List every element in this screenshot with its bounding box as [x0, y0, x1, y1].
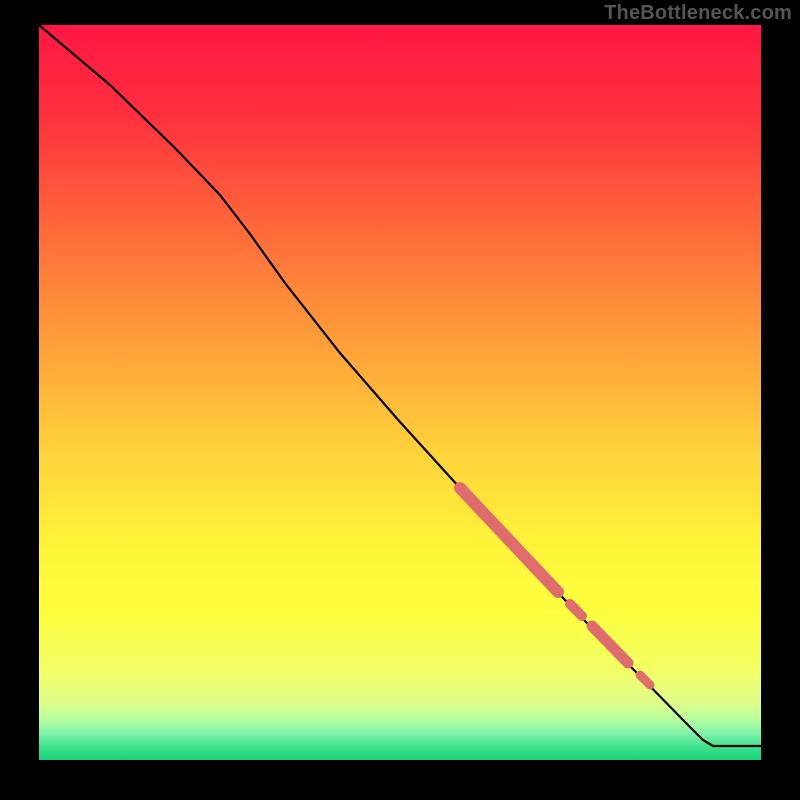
chart-canvas: TheBottleneck.com [0, 0, 800, 800]
chart-svg [0, 0, 800, 800]
plot-background [39, 25, 761, 760]
watermark-text: TheBottleneck.com [604, 2, 792, 25]
